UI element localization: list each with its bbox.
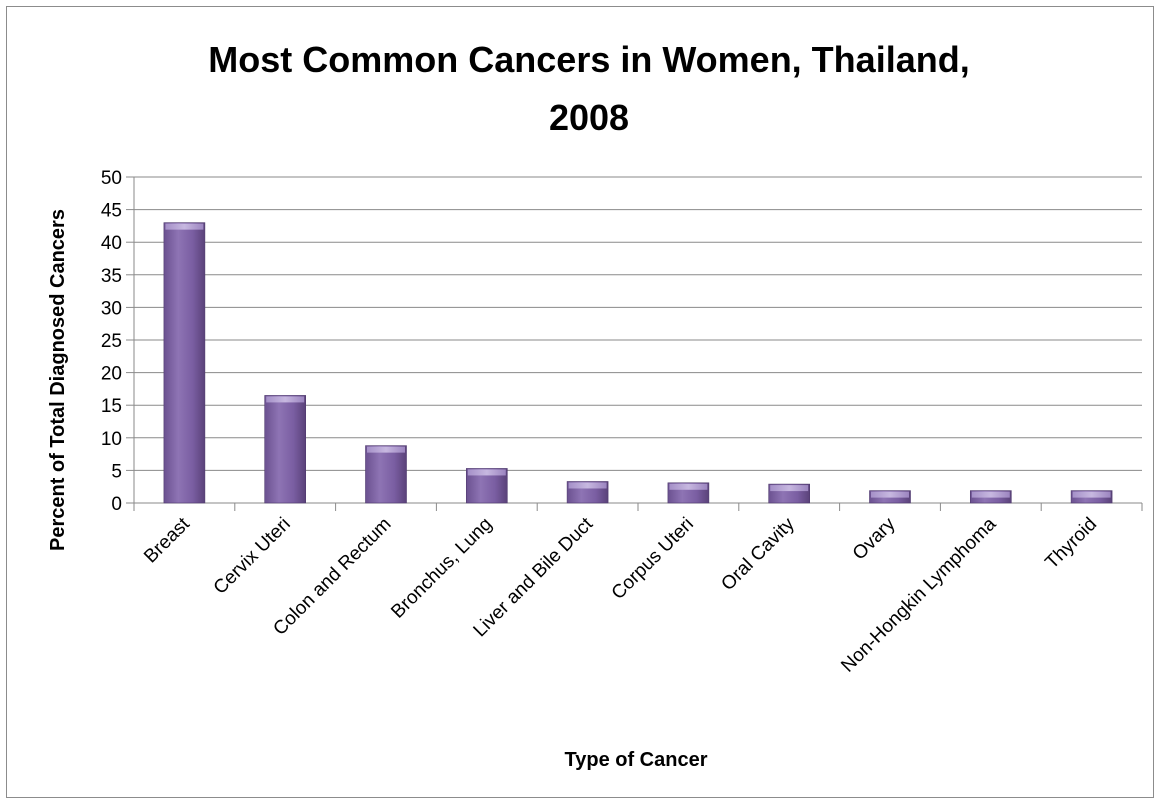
x-category-label: Corpus Uteri <box>608 514 698 604</box>
bar-highlight <box>165 223 204 230</box>
bar-highlight <box>367 446 405 453</box>
y-tick-label: 0 <box>111 494 122 515</box>
bar-highlight <box>266 396 305 403</box>
bar-body <box>163 222 206 504</box>
y-axis-title: Percent of Total Diagnosed Cancers <box>47 209 69 551</box>
bar-body <box>365 445 407 504</box>
x-category-label: Oral Cavity <box>717 513 799 595</box>
y-tick-labels: 0 5 10 15 20 25 30 35 40 45 50 <box>101 168 122 515</box>
bar-cervix-uteri <box>264 395 307 504</box>
x-category-label: Ovary <box>849 513 900 564</box>
y-tick-label: 25 <box>101 331 122 352</box>
bar-non-hongkin-lymphoma <box>969 490 1012 504</box>
bar-bronchus-lung <box>465 468 508 504</box>
x-category-label: Breast <box>140 513 194 567</box>
x-category-label: Bronchus, Lung <box>387 514 496 623</box>
bar-ovary <box>869 490 911 504</box>
bar-body <box>264 395 307 504</box>
y-tick-label: 45 <box>101 201 122 222</box>
bar-highlight <box>467 469 506 476</box>
bar-oral-cavity <box>768 483 811 504</box>
bar-liver-and-bile-duct <box>566 481 609 504</box>
x-category-label: Thyroid <box>1041 514 1101 574</box>
y-tick-label: 5 <box>111 461 122 482</box>
chart-title-line-2: 2008 <box>549 97 629 138</box>
bar-highlight <box>1072 491 1111 498</box>
bar-highlight <box>669 483 708 490</box>
bar-highlight <box>770 485 809 492</box>
bar-highlight <box>568 482 607 489</box>
y-tick-label: 30 <box>101 298 122 319</box>
y-tick-label: 20 <box>101 364 122 385</box>
bar-corpus-uteri <box>667 482 710 504</box>
x-category-label: Cervix Uteri <box>210 514 295 599</box>
chart-title-line-1: Most Common Cancers in Women, Thailand, <box>208 39 969 80</box>
bar-highlight <box>971 491 1010 498</box>
y-tick-label: 15 <box>101 396 122 417</box>
y-tick-label: 10 <box>101 429 122 450</box>
y-tick-label: 40 <box>101 233 122 254</box>
bar-highlight <box>871 491 909 498</box>
x-axis-title: Type of Cancer <box>565 749 708 771</box>
bar-colon-and-rectum <box>365 445 407 504</box>
bar-breast <box>163 222 206 504</box>
bars <box>163 222 1113 504</box>
y-tick-label: 35 <box>101 266 122 287</box>
y-tick-label: 50 <box>101 168 122 189</box>
bar-thyroid <box>1070 490 1113 504</box>
